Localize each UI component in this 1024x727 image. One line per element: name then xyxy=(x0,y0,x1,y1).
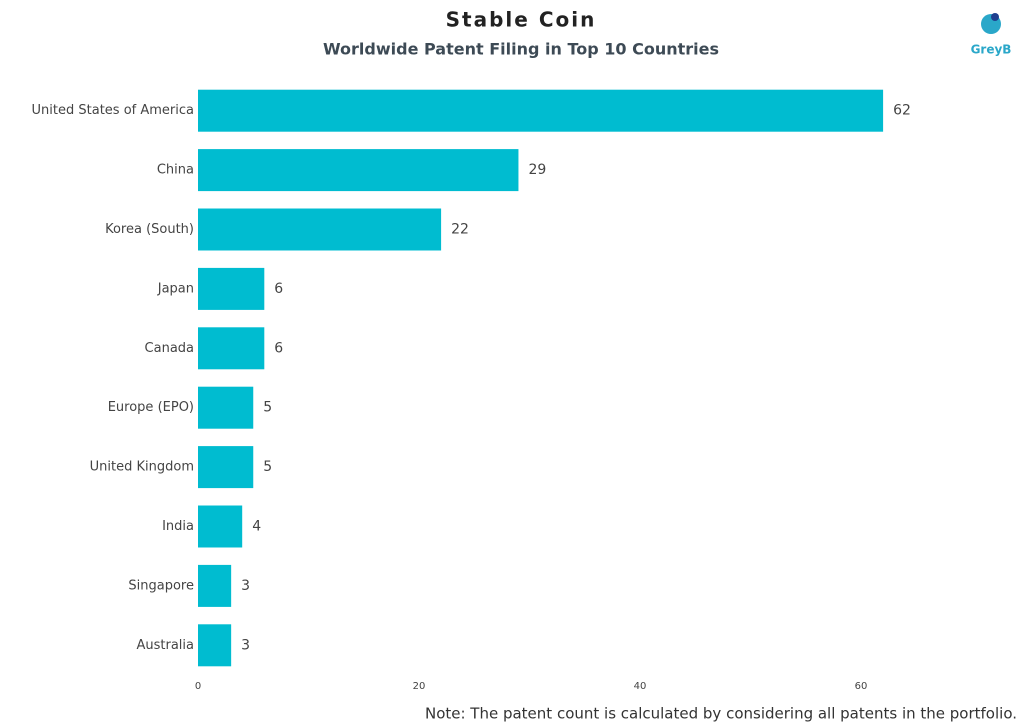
value-label: 3 xyxy=(241,637,250,653)
bar xyxy=(198,208,442,251)
value-label: 3 xyxy=(241,578,250,594)
x-tick-label: 0 xyxy=(195,681,201,692)
y-tick-label: Korea (South) xyxy=(105,222,194,237)
bar xyxy=(198,386,254,429)
chart-subtitle: Worldwide Patent Filing in Top 10 Countr… xyxy=(323,40,719,59)
bar xyxy=(198,327,265,370)
value-label: 62 xyxy=(893,103,911,119)
note: Note: The patent count is calculated by … xyxy=(425,705,1017,723)
logo-text: GreyB xyxy=(971,43,1012,57)
bar xyxy=(198,505,243,548)
y-tick-label: India xyxy=(162,519,194,534)
y-tick-label: Europe (EPO) xyxy=(108,400,194,415)
bar xyxy=(198,149,519,192)
bar xyxy=(198,89,884,132)
value-label: 6 xyxy=(274,340,283,356)
value-label: 5 xyxy=(263,400,272,416)
chart-title: Stable Coin xyxy=(446,8,597,32)
y-tick-label: Japan xyxy=(157,281,194,296)
y-tick-label: Australia xyxy=(136,638,194,653)
y-tick-label: Singapore xyxy=(128,578,194,593)
value-label: 4 xyxy=(252,519,261,535)
y-tick-label: United Kingdom xyxy=(90,460,194,475)
bar xyxy=(198,564,232,607)
value-label: 5 xyxy=(263,459,272,475)
x-tick-label: 40 xyxy=(634,681,647,692)
x-tick-label: 60 xyxy=(855,681,868,692)
x-tick-label: 20 xyxy=(413,681,426,692)
y-tick-label: United States of America xyxy=(32,103,194,118)
logo: GreyB xyxy=(971,13,1012,57)
y-tick-label: Canada xyxy=(145,341,194,356)
logo-icon-dot xyxy=(991,13,999,21)
value-label: 29 xyxy=(528,162,546,178)
y-tick-label: China xyxy=(157,163,194,178)
value-label: 6 xyxy=(274,281,283,297)
value-label: 22 xyxy=(451,222,469,238)
bar xyxy=(198,446,254,489)
bar xyxy=(198,624,232,667)
bar xyxy=(198,267,265,310)
